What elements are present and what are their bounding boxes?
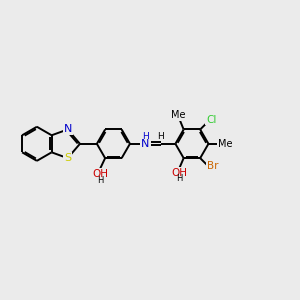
Text: S: S [64, 153, 71, 163]
Text: H: H [176, 174, 182, 183]
Text: N: N [141, 139, 150, 149]
Text: H: H [142, 133, 149, 142]
Text: H: H [157, 133, 164, 142]
Text: OH: OH [92, 169, 108, 179]
Text: Me: Me [218, 139, 232, 149]
Text: N: N [64, 124, 72, 134]
Text: Cl: Cl [206, 115, 217, 124]
Text: OH: OH [171, 168, 187, 178]
Text: H: H [97, 176, 104, 184]
Text: Br: Br [207, 161, 218, 172]
Text: Me: Me [171, 110, 186, 120]
